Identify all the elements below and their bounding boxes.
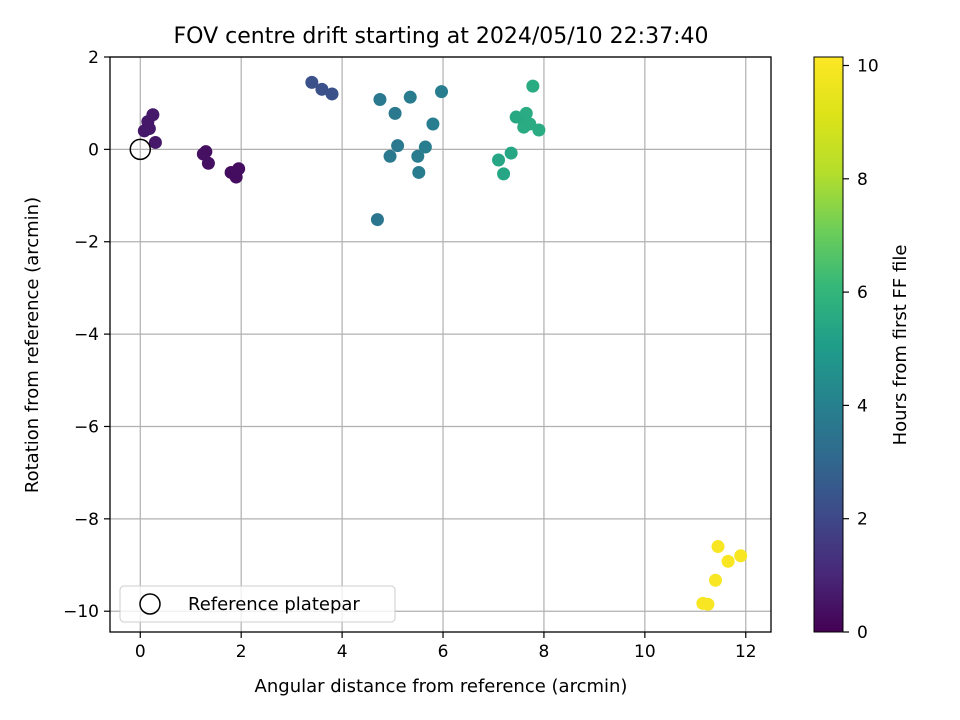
- y-tick-label: 0: [88, 140, 99, 160]
- data-point: [532, 123, 546, 137]
- y-tick-label: −2: [74, 233, 99, 253]
- grid: [110, 56, 771, 632]
- data-point: [383, 149, 397, 163]
- y-tick-label: −8: [74, 510, 99, 530]
- data-point: [148, 135, 162, 149]
- reference-platepar-marker: [129, 138, 152, 161]
- data-point: [403, 90, 417, 104]
- colorbar-label: Hours from first FF file: [890, 245, 911, 446]
- legend-box: [119, 585, 396, 623]
- data-point: [435, 85, 449, 99]
- data-point: [418, 140, 432, 154]
- data-point: [201, 156, 215, 170]
- colorbar-tick-label: 0: [857, 623, 868, 643]
- y-tick-label: −6: [74, 417, 99, 437]
- data-point: [519, 106, 533, 120]
- data-point: [146, 108, 160, 122]
- data-point: [711, 540, 725, 554]
- data-point: [370, 213, 384, 227]
- y-tick-label: −4: [74, 325, 99, 345]
- data-point: [526, 79, 540, 93]
- x-tick-label: 12: [735, 642, 757, 662]
- data-point: [315, 82, 329, 96]
- colorbar-tick-label: 4: [857, 396, 868, 416]
- data-point: [373, 92, 387, 106]
- legend-reference-marker: [139, 593, 161, 615]
- data-point: [701, 597, 715, 611]
- colorbar-tick-label: 2: [857, 510, 868, 530]
- data-point: [411, 149, 425, 163]
- x-tick-label: 10: [634, 642, 656, 662]
- axis-ticks: 0 2 4 6 8 10 12 2 0 −2 −4 −6 −8 −10: [63, 48, 756, 662]
- y-axis-label: Rotation from reference (arcmin): [22, 197, 43, 493]
- data-point: [232, 162, 246, 176]
- data-point: [142, 122, 156, 136]
- chart-title: FOV centre drift starting at 2024/05/10 …: [174, 24, 709, 49]
- data-point: [391, 139, 405, 153]
- data-point: [426, 117, 440, 131]
- x-tick-label: 2: [236, 642, 247, 662]
- colorbar-tick-label: 10: [857, 56, 879, 76]
- colorbar: 0 2 4 6 8 10 Hours from first FF file: [813, 56, 911, 643]
- x-tick-label: 6: [438, 642, 449, 662]
- x-tick-label: 0: [135, 642, 146, 662]
- data-point: [497, 167, 511, 181]
- data-point: [504, 146, 518, 160]
- y-tick-label: −10: [63, 602, 99, 622]
- colorbar-tick-label: 8: [857, 170, 868, 190]
- legend-entry-label: Reference platepar: [188, 594, 360, 615]
- data-point: [199, 145, 213, 159]
- legend: Reference platepar: [119, 585, 396, 623]
- data-point: [412, 165, 426, 179]
- data-point: [734, 549, 748, 563]
- colorbar-tick-label: 6: [857, 283, 868, 303]
- x-tick-label: 8: [539, 642, 550, 662]
- x-tick-label: 4: [337, 642, 348, 662]
- y-tick-label: 2: [88, 48, 99, 68]
- colorbar-gradient: [813, 56, 844, 633]
- data-point: [708, 573, 722, 587]
- data-point: [325, 87, 339, 101]
- data-point: [388, 106, 402, 120]
- x-axis-label: Angular distance from reference (arcmin): [255, 676, 628, 697]
- plot-frame: [109, 56, 772, 633]
- scatter-points: [129, 75, 748, 611]
- data-point: [305, 75, 319, 89]
- colorbar-ticks: 0 2 4 6 8 10: [843, 56, 879, 643]
- data-point: [721, 554, 735, 568]
- data-point: [492, 153, 506, 167]
